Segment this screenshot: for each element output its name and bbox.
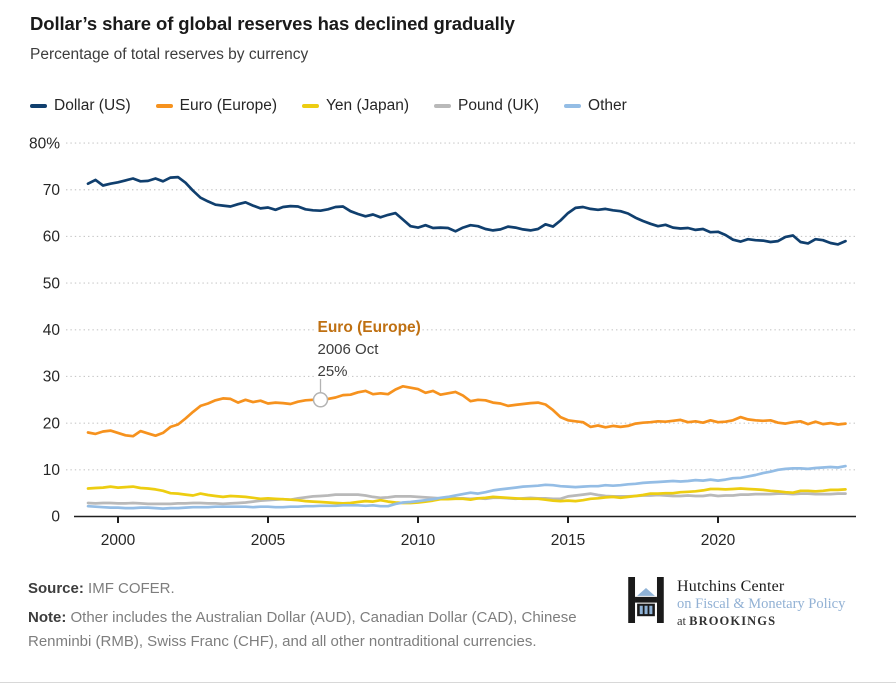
legend-label: Yen (Japan) [326, 97, 410, 114]
y-tick-label: 0 [51, 509, 60, 526]
y-tick-label: 10 [43, 462, 61, 479]
legend-label: Euro (Europe) [179, 97, 278, 114]
legend-swatch [155, 104, 173, 108]
hutchins-logo-icon [628, 577, 664, 623]
annotation-marker [312, 392, 329, 408]
legend-swatch [564, 104, 582, 108]
series-line-dollar-us [86, 175, 847, 246]
source-text: IMF COFER. [83, 580, 175, 597]
legend-label: Dollar (US) [54, 97, 131, 114]
series-line-other [86, 464, 847, 510]
legend-swatch [30, 104, 47, 108]
y-tick-label: 40 [43, 322, 61, 339]
logo-line-at-brookings: at BROOKINGS [677, 614, 777, 628]
legend-item-yen-japan: Yen (Japan) [302, 97, 409, 115]
x-tick-label: 2010 [401, 532, 436, 549]
legend-item-other: Other [564, 97, 627, 115]
y-tick-label: 30 [43, 369, 61, 386]
hutchins-brookings-logo: Hutchins Center on Fiscal & Monetary Pol… [628, 577, 845, 629]
source-label: Source: [28, 580, 84, 597]
chart-title: Dollar’s share of global reserves has de… [30, 13, 515, 34]
bottom-divider [0, 682, 896, 683]
note-text: Other includes the Australian Dollar (AU… [28, 609, 577, 650]
annotation-title: Euro (Europe) [318, 319, 421, 336]
x-tick-label: 2020 [701, 532, 736, 549]
y-tick-label: 70 [43, 182, 61, 199]
logo-text: Hutchins Center on Fiscal & Monetary Pol… [677, 577, 845, 629]
x-tick-label: 2005 [251, 532, 285, 549]
annotation-value: 25% [318, 363, 348, 380]
logo-line-hutchins-center: Hutchins Center [677, 578, 785, 595]
note-line: Note: Other includes the Australian Doll… [28, 606, 606, 654]
legend-label: Other [588, 97, 627, 114]
y-tick-label: 60 [43, 229, 61, 246]
y-tick-label: 80% [29, 135, 60, 152]
source-line: Source: IMF COFER. [28, 580, 175, 597]
series-line-yen-japan [86, 485, 847, 505]
legend: Dollar (US) Euro (Europe) Yen (Japan) Pound… [30, 97, 627, 115]
legend-item-euro-europe: Euro (Europe) [155, 97, 278, 115]
y-tick-label: 50 [43, 275, 61, 292]
note-label: Note: [28, 609, 67, 626]
series-line-euro-europe [86, 384, 847, 438]
logo-line-fiscal-monetary: on Fiscal & Monetary Policy [677, 596, 846, 612]
legend-swatch [302, 104, 320, 108]
y-tick-label: 20 [43, 415, 61, 432]
x-tick-label: 2015 [551, 532, 585, 549]
annotation-date: 2006 Oct [318, 341, 380, 358]
line-chart: 0 10 20 30 40 50 60 70 80% 2000 2005 2010 2015 2020 Eu… [29, 135, 856, 549]
legend-item-pound-uk: Pound (UK) [434, 97, 539, 115]
x-tick-label: 2000 [101, 532, 136, 549]
chart-subtitle: Percentage of total reserves by currency [30, 46, 309, 63]
legend-swatch [434, 104, 452, 108]
legend-label: Pound (UK) [458, 97, 540, 114]
legend-item-dollar-us: Dollar (US) [30, 97, 131, 115]
